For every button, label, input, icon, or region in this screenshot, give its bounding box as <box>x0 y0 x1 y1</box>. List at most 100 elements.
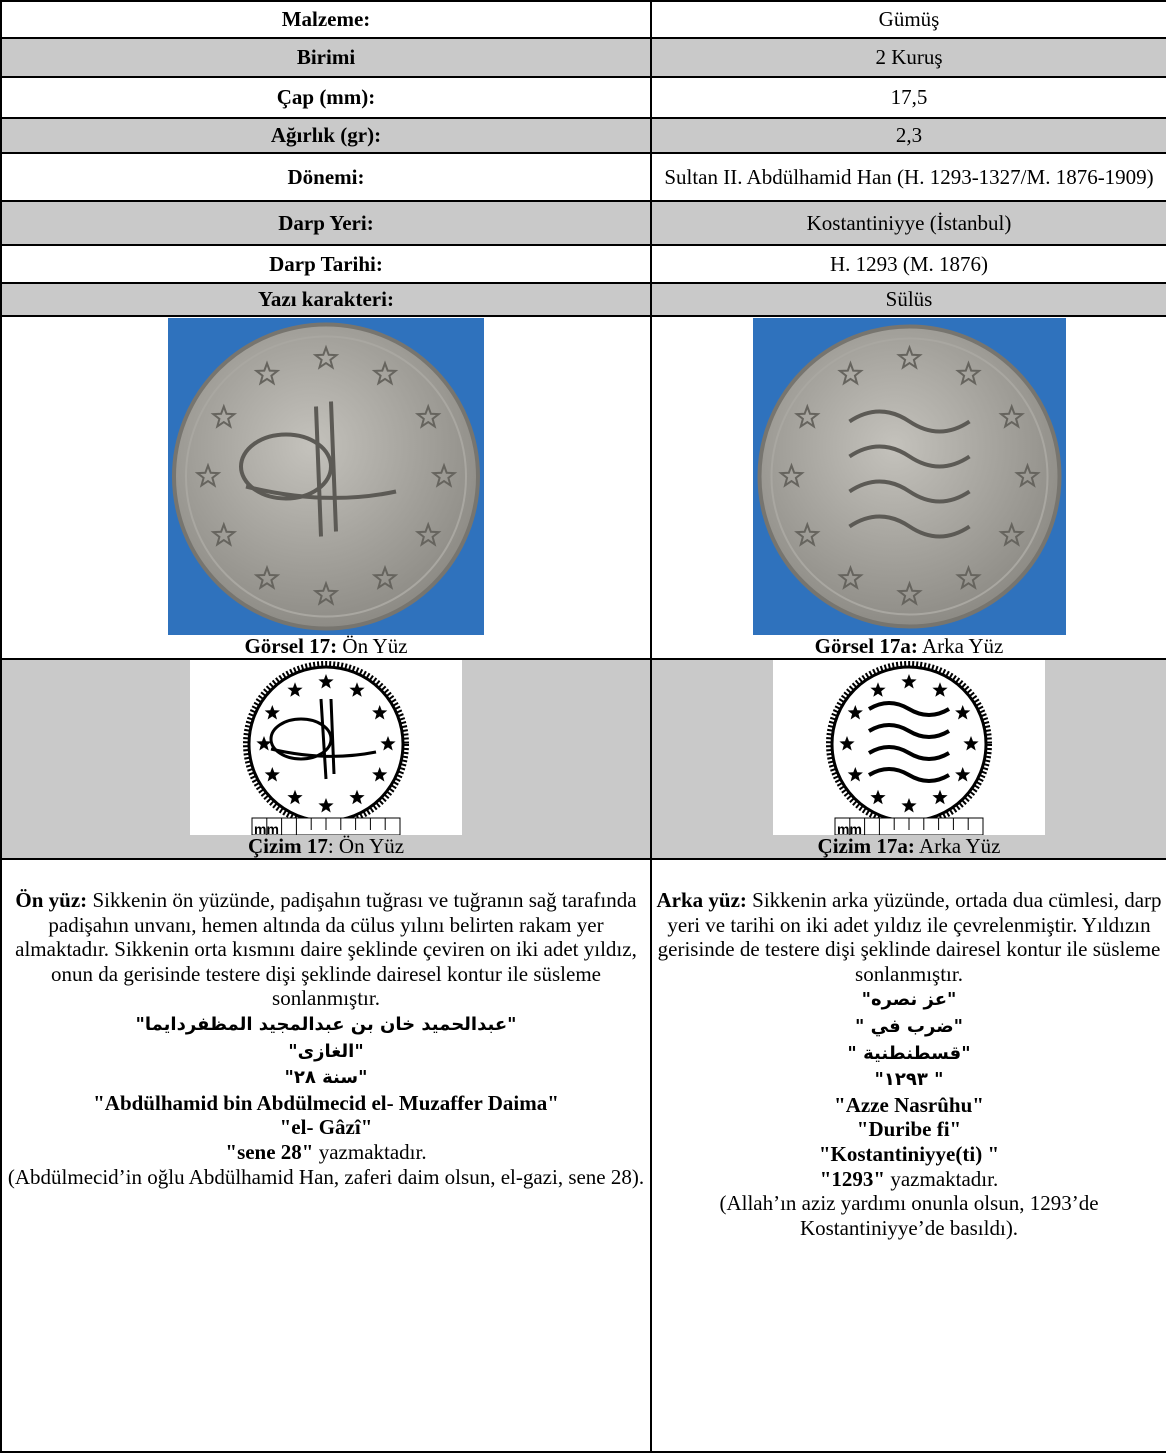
bold-text: "سنة ٢٨" <box>284 1067 368 1089</box>
row-value: Kostantiniyye (İstanbul) <box>650 200 1166 246</box>
star <box>372 705 388 720</box>
star <box>870 682 886 697</box>
star <box>997 403 1025 429</box>
description-line: "الغازى" <box>6 1038 646 1065</box>
bold-text: "Duribe fi" <box>856 1117 962 1142</box>
table-row: Ağırlık (gr): 2,3 <box>0 117 1166 154</box>
inscription <box>847 479 971 504</box>
caption: Görsel 17: Ön Yüz <box>6 635 646 658</box>
description-line: "عز نصره" <box>656 986 1162 1013</box>
star <box>793 403 821 429</box>
bold-text: "el- Gâzî" <box>279 1115 373 1140</box>
text: yazmaktadır. <box>318 1139 427 1164</box>
star <box>793 521 821 547</box>
description-line: "sene 28" yazmaktadır. <box>6 1140 646 1165</box>
table-row: Darp Yeri: Kostantiniyye (İstanbul) <box>0 200 1166 246</box>
caption-label: Görsel 17a: <box>814 634 918 658</box>
row-label: Darp Yeri: <box>0 200 652 246</box>
star <box>194 462 222 488</box>
row-value: Sultan II. Abdülhamid Han (H. 1293-1327/… <box>650 152 1166 202</box>
scale-label: mm <box>254 821 279 835</box>
star <box>371 360 399 386</box>
table-row: Malzeme: Gümüş <box>0 0 1166 39</box>
bold-text: "عز نصره" <box>861 989 957 1011</box>
bold-text: " ضرب في" <box>855 1015 963 1037</box>
row-value: Sülüs <box>650 282 1166 317</box>
table-row: Görsel 17: Ön Yüz Görsel 17a: Arka Yüz <box>0 315 1166 660</box>
star <box>287 682 303 697</box>
bold-text: "Azze Nasrûhu" <box>834 1092 984 1117</box>
bold-text: "1293" <box>819 1166 886 1191</box>
bold-text: Arka yüz: <box>656 888 747 912</box>
star <box>954 564 982 590</box>
bold-text: "١٢٩٣ " <box>874 1069 944 1091</box>
scale-label: mm <box>837 821 862 835</box>
caption-label: Çizim 17a: <box>817 834 915 858</box>
coin-rim <box>770 337 1048 616</box>
inscription <box>847 514 971 539</box>
photo-cell: Görsel 17a: Arka Yüz <box>650 315 1166 660</box>
description-line: "١٢٩٣ " <box>656 1066 1162 1093</box>
tughra <box>245 401 397 537</box>
inscription <box>847 409 971 434</box>
description-line: " ضرب في" <box>656 1013 1162 1040</box>
table-row: Dönemi: Sultan II. Abdülhamid Han (H. 129… <box>0 152 1166 202</box>
description-line: (Abdülmecid’in oğlu Abdülhamid Han, zafe… <box>6 1165 646 1190</box>
text: (Allah’ın aziz yardımı onunla olsun, 129… <box>719 1191 1099 1240</box>
description-line: "Abdülhamid bin Abdülmecid el- Muzaffer … <box>6 1091 646 1116</box>
star <box>870 789 886 805</box>
row-value: H. 1293 (M. 1876) <box>650 244 1166 284</box>
drawing-cell: mm Çizim 17: Ön Yüz <box>0 658 652 860</box>
caption-text: Arka Yüz <box>921 634 1004 658</box>
star <box>349 789 365 805</box>
tughra <box>239 432 333 501</box>
text: Sikkenin arka yüzünde, ortada dua cümles… <box>657 888 1162 986</box>
star <box>895 580 923 606</box>
table-row: Yazı karakteri: Sülüs <box>0 282 1166 317</box>
star <box>997 521 1025 547</box>
bold-text: Ön yüz: <box>15 888 88 912</box>
description-line: Arka yüz: Sikkenin arka yüzünde, ortada … <box>656 888 1162 986</box>
coin-drawing: mm <box>190 661 462 835</box>
star <box>414 521 442 547</box>
description-line: Ön yüz: Sikkenin ön yüzünde, padişahın t… <box>6 888 646 1011</box>
coin-rim <box>185 335 467 618</box>
description-cell: Ön yüz: Sikkenin ön yüzünde, padişahın t… <box>0 858 652 1453</box>
star <box>372 767 388 782</box>
caption-text: Arka Yüz <box>919 834 1001 858</box>
star <box>1013 462 1041 488</box>
description-line: (Allah’ın aziz yardımı onunla olsun, 129… <box>656 1191 1162 1240</box>
star <box>253 360 281 386</box>
row-value: 2,3 <box>650 117 1166 154</box>
description-line: "Duribe fi" <box>656 1117 1162 1142</box>
coin-drawing: mm <box>773 661 1045 835</box>
description-line: "1293" yazmaktadır. <box>656 1167 1162 1192</box>
caption-text: Ön Yüz <box>342 634 408 658</box>
coin <box>172 322 480 631</box>
star <box>839 736 855 751</box>
description-line: "el- Gâzî" <box>6 1115 646 1140</box>
table-row: Ön yüz: Sikkenin ön yüzünde, padişahın t… <box>0 858 1166 1453</box>
star <box>932 789 948 805</box>
star <box>955 705 971 720</box>
bold-text: " قسطنطنية" <box>847 1042 971 1064</box>
row-label: Ağırlık (gr): <box>0 117 652 154</box>
table-row: Çap (mm): 17,5 <box>0 76 1166 119</box>
coin-photo <box>752 318 1066 635</box>
description-line: "Azze Nasrûhu" <box>656 1093 1162 1118</box>
row-value: 17,5 <box>650 76 1166 119</box>
description-line: " قسطنطنية" <box>656 1040 1162 1067</box>
row-label: Yazı karakteri: <box>0 282 652 317</box>
star <box>901 674 917 689</box>
star <box>901 798 917 813</box>
bold-text: "عبدالحميد خان بن عبدالمجيد المظفردايما" <box>135 1013 517 1035</box>
star <box>312 344 340 370</box>
star <box>836 564 864 590</box>
star <box>349 682 365 697</box>
caption: Çizim 17a: Arka Yüz <box>656 835 1162 858</box>
tughra <box>270 698 377 780</box>
row-value: Gümüş <box>650 0 1166 39</box>
star <box>777 462 805 488</box>
